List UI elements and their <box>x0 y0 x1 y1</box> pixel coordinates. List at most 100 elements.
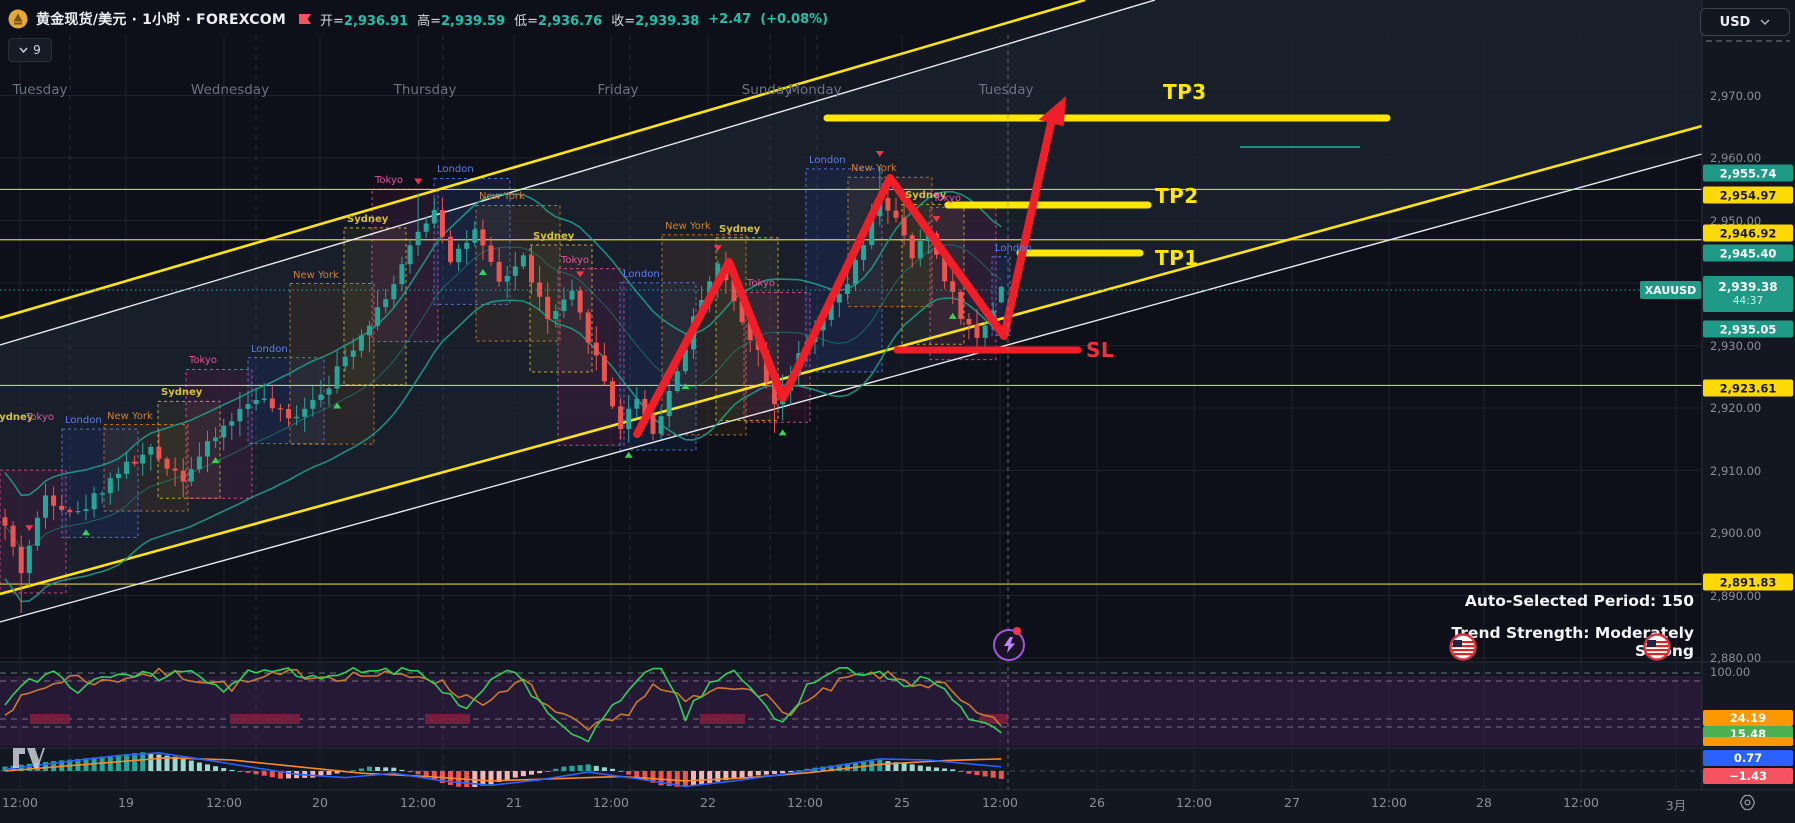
price-axis-background[interactable] <box>1702 0 1795 823</box>
candle-body <box>869 216 875 246</box>
macd-histogram-bar <box>196 762 202 771</box>
candle-body <box>261 398 267 400</box>
buy-marker-icon <box>82 529 90 536</box>
trade-path-arrow[interactable] <box>633 119 1055 438</box>
macd-histogram-bar <box>229 769 235 771</box>
candle-body <box>164 458 170 469</box>
arrow-head <box>1038 96 1066 127</box>
sell-marker-icon <box>25 525 34 532</box>
candle-body <box>431 210 437 224</box>
tp2-label[interactable]: TP2 <box>1155 184 1199 208</box>
macd-histogram-bar <box>221 768 227 771</box>
macd-histogram-bar <box>974 771 980 776</box>
mid-band-line <box>4 244 1002 549</box>
candle-body <box>407 245 413 265</box>
channel-interior-shade <box>0 0 1702 594</box>
candle-body <box>245 404 251 409</box>
macd-line <box>4 752 1002 788</box>
macd-histogram-bar <box>998 771 1004 779</box>
macd-histogram-bar <box>326 771 332 775</box>
sl-label[interactable]: SL <box>1086 338 1115 362</box>
candle-body <box>836 294 842 303</box>
macd-histogram-bar <box>925 766 931 771</box>
macd-histogram-bar <box>334 771 340 774</box>
candle-body <box>140 454 146 464</box>
candle-body <box>399 264 405 285</box>
macd-histogram-bar <box>942 768 948 771</box>
flag-icon[interactable] <box>298 12 312 26</box>
candle-body <box>26 545 32 574</box>
macd-histogram-bar <box>124 754 129 771</box>
quick-trade-icon[interactable] <box>993 629 1025 661</box>
auto-period-text: Auto-Selected Period: 150 <box>1464 592 1694 610</box>
chevron-down-icon <box>1760 19 1770 25</box>
symbol-title[interactable]: 黄金现货/美元 · 1小时 · FOREXCOM <box>36 12 286 28</box>
candle-body <box>326 388 332 395</box>
chevron-down-icon <box>19 47 28 53</box>
macd-histogram-bar <box>982 771 988 777</box>
macd-histogram-bar <box>132 753 138 771</box>
macd-histogram-bar <box>115 754 121 771</box>
macd-line <box>4 756 1002 782</box>
candle-body <box>456 248 462 263</box>
macd-histogram-bar <box>585 764 591 771</box>
low-value: 2,936.76 <box>538 13 603 29</box>
trend-channel-line[interactable] <box>0 0 1086 320</box>
indicator-count-label: 9 <box>33 43 41 57</box>
candle-body <box>658 416 664 434</box>
tp3-label[interactable]: TP3 <box>1163 80 1207 104</box>
macd-histogram-bar <box>367 766 372 771</box>
current-price-value: 2,939.38 <box>1718 279 1778 294</box>
session-box-tokyo <box>0 469 67 594</box>
candle-body <box>18 546 24 574</box>
macd-histogram-bar <box>318 771 324 777</box>
session-box-tokyo <box>371 188 439 343</box>
macd-histogram-bar <box>399 769 405 771</box>
macd-histogram-bar <box>934 767 939 771</box>
candle-body <box>334 366 340 389</box>
candle-body <box>115 473 121 479</box>
candle-body <box>43 495 48 518</box>
macd-histogram-bar <box>877 760 883 771</box>
macd-histogram-bar <box>423 771 429 778</box>
macd-histogram-bar <box>537 771 543 774</box>
candle-body <box>472 229 478 243</box>
candle-body <box>666 390 672 417</box>
macd-histogram-bar <box>350 770 356 772</box>
gold-coin-icon <box>8 9 28 29</box>
candle-body <box>739 301 745 323</box>
indicators-collapse-button[interactable]: 9 <box>8 38 52 62</box>
trend-channel-line[interactable] <box>0 124 1703 596</box>
macd-histogram-bar <box>577 765 583 771</box>
macd-histogram-bar <box>164 755 170 771</box>
candle-body <box>496 261 502 282</box>
stoch-histogram-blob <box>30 714 70 724</box>
macd-histogram-bar <box>253 771 259 775</box>
tp1-label[interactable]: TP1 <box>1155 246 1199 270</box>
macd-histogram-bar <box>205 764 210 771</box>
us-flag-icon <box>1643 633 1671 661</box>
candle-body <box>650 414 656 434</box>
macd-histogram-bar <box>310 771 316 778</box>
macd-histogram-bar <box>788 771 794 772</box>
sell-marker-icon <box>713 245 722 252</box>
trend-channel-line[interactable] <box>0 153 1703 623</box>
candle-body <box>585 312 591 343</box>
macd-histogram-bar <box>172 756 178 771</box>
trend-channel-line[interactable] <box>0 0 1156 346</box>
candle-body <box>634 398 640 409</box>
macd-histogram-bar <box>917 765 923 771</box>
tradingview-logo[interactable] <box>12 747 46 769</box>
currency-dropdown[interactable]: USD <box>1700 8 1790 36</box>
macd-histogram-bar <box>691 771 696 787</box>
macd-histogram-bar <box>844 763 850 771</box>
candle-body <box>561 299 567 312</box>
candle-body <box>221 425 227 438</box>
candle-body <box>982 325 988 338</box>
timezone-settings-gear-icon[interactable] <box>1739 794 1756 811</box>
macd-histogram-bar <box>213 766 219 771</box>
candle-body <box>569 290 575 300</box>
candle-body <box>893 210 899 218</box>
candle-body <box>302 408 308 417</box>
